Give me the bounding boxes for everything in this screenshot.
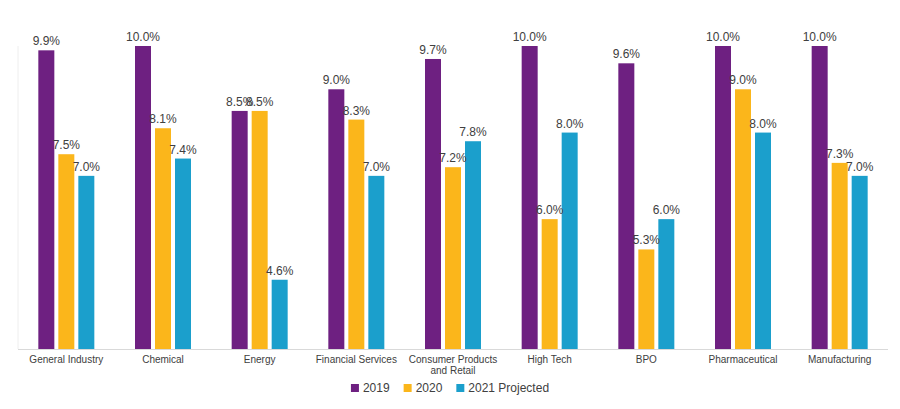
bar <box>562 133 578 349</box>
bar <box>832 163 848 349</box>
category-label: Financial Services <box>316 354 397 365</box>
data-label: 8.3% <box>343 104 371 118</box>
data-label: 7.3% <box>826 147 854 161</box>
bar <box>658 219 674 349</box>
bar <box>368 176 384 349</box>
bar <box>175 159 191 349</box>
bar <box>465 141 481 349</box>
data-label: 10.0% <box>126 30 160 44</box>
data-label: 9.9% <box>33 34 61 48</box>
data-label: 7.4% <box>169 143 197 157</box>
bar <box>135 46 151 349</box>
data-label: 6.0% <box>653 203 681 217</box>
category-label: Chemical <box>142 354 184 365</box>
category-label: General Industry <box>29 354 103 365</box>
legend-swatch <box>351 384 359 392</box>
category-label: Energy <box>244 354 276 365</box>
data-label: 10.0% <box>803 30 837 44</box>
data-label: 7.0% <box>363 160 391 174</box>
bar <box>425 59 441 349</box>
bar <box>715 46 731 349</box>
category-label: Manufacturing <box>808 354 871 365</box>
bar <box>232 111 248 349</box>
data-label: 8.0% <box>556 117 584 131</box>
category-label: High Tech <box>528 354 572 365</box>
bar <box>852 176 868 349</box>
bar <box>328 89 344 349</box>
data-label: 9.0% <box>729 73 757 87</box>
bar <box>812 46 828 349</box>
data-label: 6.0% <box>536 203 564 217</box>
category-label-line: Chemical <box>142 354 184 365</box>
category-label-line: Manufacturing <box>808 354 871 365</box>
legend: 2019 2020 2021 Projected <box>351 381 549 395</box>
bar <box>755 133 771 349</box>
legend-label: 2021 Projected <box>468 381 549 395</box>
category-label: Consumer Productsand Retail <box>409 354 497 376</box>
data-label: 7.2% <box>439 151 467 165</box>
category-label-line: High Tech <box>528 354 572 365</box>
bar <box>618 63 634 349</box>
bar <box>445 167 461 349</box>
bar <box>78 176 94 349</box>
bar <box>58 154 74 349</box>
category-label-line: General Industry <box>29 354 103 365</box>
data-label: 9.0% <box>323 73 351 87</box>
category-label: BPO <box>636 354 657 365</box>
bars <box>38 46 867 349</box>
bar <box>638 249 654 349</box>
bar <box>522 46 538 349</box>
data-label: 7.0% <box>73 160 101 174</box>
data-label: 7.0% <box>846 160 874 174</box>
data-label: 8.0% <box>749 117 777 131</box>
bar <box>542 219 558 349</box>
category-label-line: BPO <box>636 354 657 365</box>
bar <box>38 50 54 349</box>
data-labels: 9.9% 10.0% 8.5% 9.0% 9.7% 10.0% 9.6% 10.0% 10.0%… <box>33 30 874 278</box>
category-label: Pharmaceutical <box>709 354 778 365</box>
legend-label: 2020 <box>416 381 443 395</box>
category-label-line: Energy <box>244 354 276 365</box>
bar <box>348 120 364 349</box>
y-axis-line <box>18 46 19 349</box>
data-label: 10.0% <box>513 30 547 44</box>
category-label-line: Financial Services <box>316 354 397 365</box>
bar <box>252 111 268 349</box>
category-label-line: Pharmaceutical <box>709 354 778 365</box>
data-label: 8.1% <box>149 112 177 126</box>
data-label: 4.6% <box>266 264 294 278</box>
legend-label: 2019 <box>363 381 390 395</box>
bar <box>155 128 171 349</box>
data-label: 9.7% <box>419 43 447 57</box>
data-label: 9.6% <box>613 47 641 61</box>
category-label-line: Consumer Products <box>409 354 497 365</box>
data-label: 10.0% <box>706 30 740 44</box>
data-label: 5.3% <box>633 233 661 247</box>
chart: 9.9% 10.0% 8.5% 9.0% 9.7% 10.0% 9.6% 10.0% 10.0%… <box>0 0 900 409</box>
category-label-line: and Retail <box>430 365 475 376</box>
x-axis-line <box>18 349 888 350</box>
data-label: 7.8% <box>459 125 487 139</box>
data-label: 7.5% <box>53 138 81 152</box>
legend-swatch <box>456 384 464 392</box>
data-label: 8.5% <box>246 95 274 109</box>
legend-swatch <box>404 384 412 392</box>
bar <box>272 280 288 349</box>
